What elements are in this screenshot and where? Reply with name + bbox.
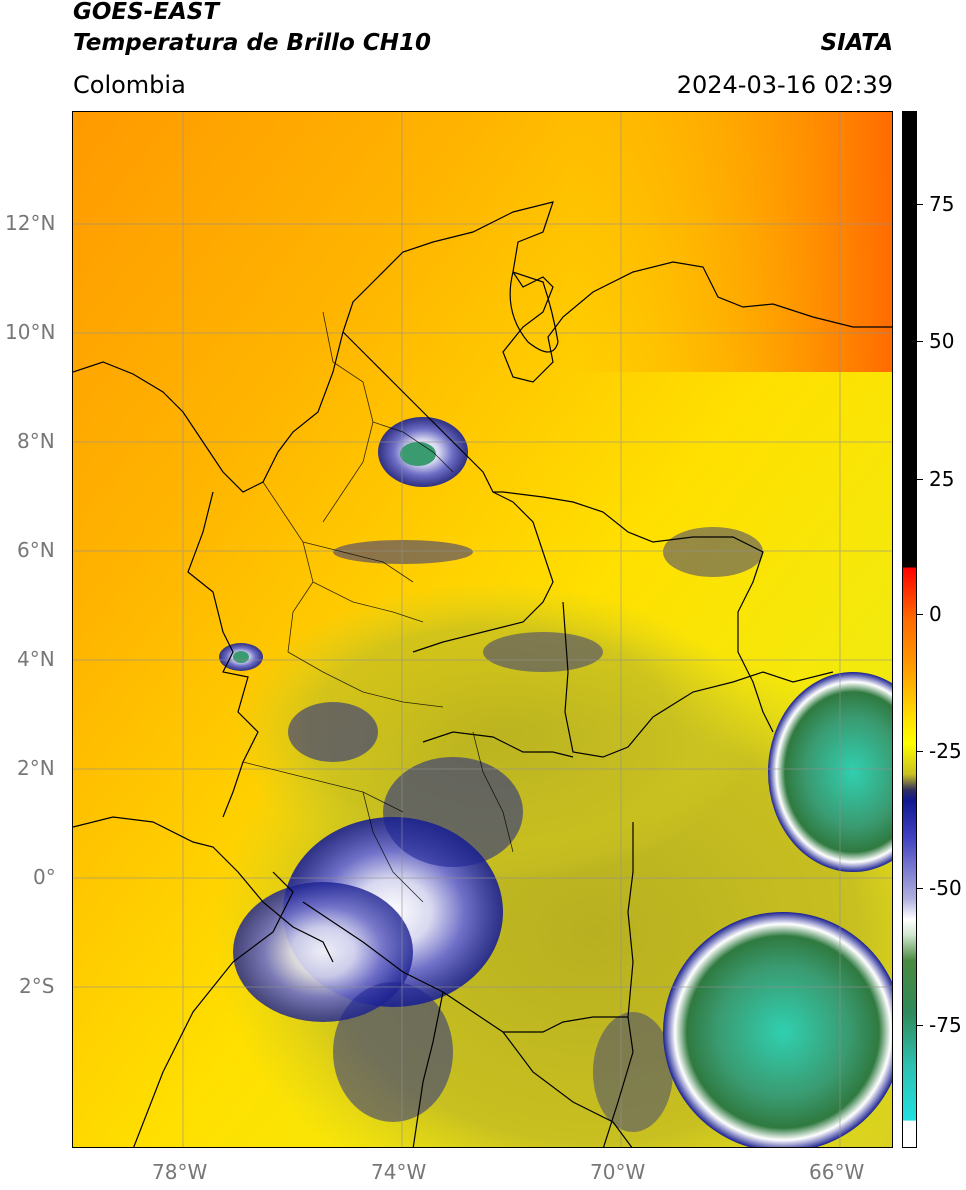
coastlines-and-borders [73, 201, 892, 1147]
colorbar-label-minus75: -75 [929, 1013, 962, 1037]
satellite-map [72, 111, 893, 1148]
colorbar-label-0: 0 [929, 602, 942, 626]
org-label: SIATA [820, 30, 893, 56]
graticule [73, 112, 892, 1147]
colorbar-label-50: 50 [929, 329, 955, 353]
lon-label-66w: 66°W [809, 1160, 865, 1184]
lake-maracaibo [509, 271, 559, 353]
brightness-temperature-field [73, 112, 892, 1147]
lat-label-10n: 10°N [5, 320, 56, 344]
lat-label-12n: 12°N [5, 211, 56, 235]
lat-label-8n: 8°N [17, 429, 55, 453]
lon-label-74w: 74°W [371, 1160, 427, 1184]
temperature-colorbar [902, 111, 917, 1148]
colorbar-label-75: 75 [929, 192, 955, 216]
lon-label-78w: 78°W [152, 1160, 208, 1184]
colorbar-label-25: 25 [929, 467, 955, 491]
colorbar-label-minus50: -50 [929, 876, 962, 900]
satellite-title: GOES-EAST [73, 0, 220, 25]
lon-label-70w: 70°W [590, 1160, 646, 1184]
cb-tick [917, 341, 923, 342]
lat-label-0: 0° [33, 865, 56, 889]
cb-tick [917, 751, 923, 752]
lat-label-2n: 2°N [17, 756, 55, 780]
cb-tick [917, 204, 923, 205]
region-label: Colombia [73, 71, 186, 99]
colorbar-label-minus25: -25 [929, 739, 962, 763]
cb-tick [917, 479, 923, 480]
cb-tick [917, 614, 923, 615]
cb-tick [917, 1025, 923, 1026]
cb-tick [917, 888, 923, 889]
product-title: Temperatura de Brillo CH10 [73, 30, 431, 56]
department-borders [242, 311, 514, 903]
lat-label-4n: 4°N [17, 647, 55, 671]
datetime-label: 2024-03-16 02:39 [676, 71, 893, 99]
lat-label-2s: 2°S [19, 974, 55, 998]
lat-label-6n: 6°N [17, 538, 55, 562]
